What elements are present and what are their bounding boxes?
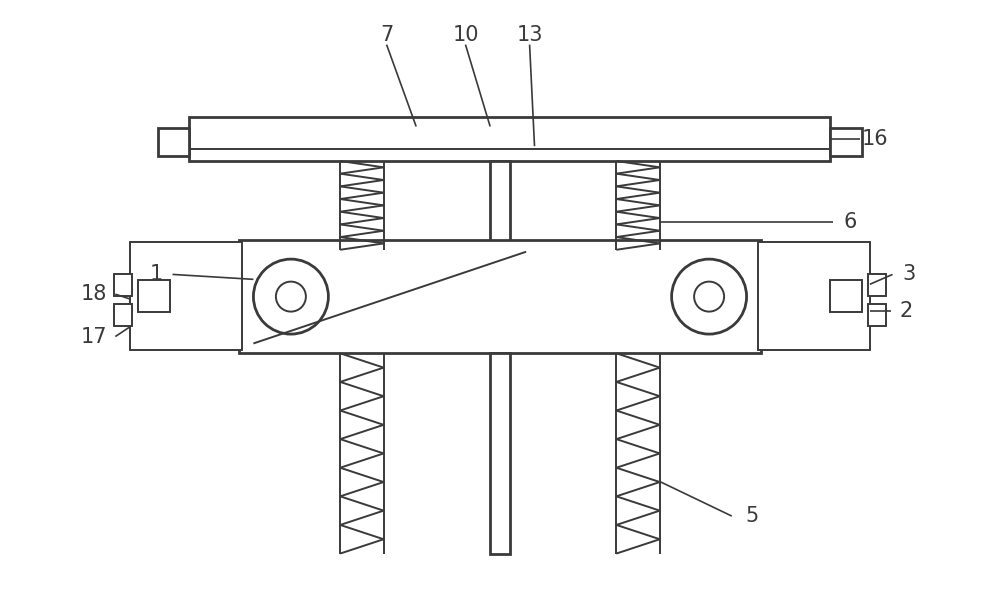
Bar: [158, 128, 189, 156]
Bar: [490, 161, 510, 250]
Text: 7: 7: [380, 25, 393, 44]
Text: 5: 5: [745, 506, 758, 526]
Text: 17: 17: [80, 326, 107, 347]
Bar: [130, 242, 242, 350]
Bar: [830, 280, 862, 312]
Text: 10: 10: [452, 25, 479, 44]
Text: 2: 2: [900, 301, 913, 321]
Bar: [830, 128, 862, 156]
Bar: [868, 275, 886, 296]
Text: 13: 13: [516, 25, 543, 44]
Bar: [239, 240, 761, 353]
Text: 1: 1: [150, 264, 163, 284]
Bar: [114, 304, 132, 326]
Bar: [758, 242, 870, 350]
Bar: [490, 353, 510, 554]
Text: 18: 18: [80, 284, 107, 304]
Text: 3: 3: [903, 264, 916, 284]
Bar: [138, 280, 170, 312]
Bar: [868, 304, 886, 326]
Bar: [114, 275, 132, 296]
Bar: [189, 116, 830, 161]
Text: 16: 16: [861, 129, 888, 149]
Text: 6: 6: [843, 212, 857, 232]
